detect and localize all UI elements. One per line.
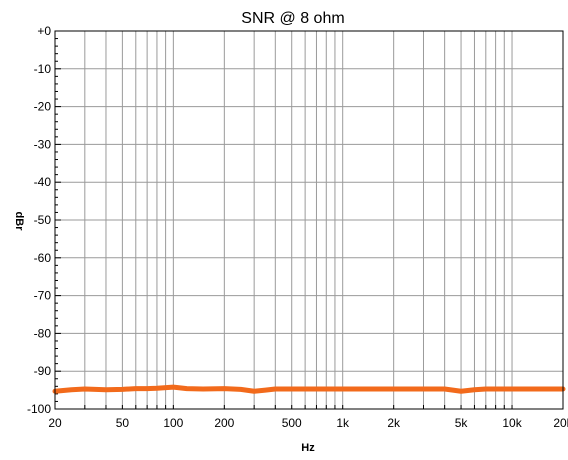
y-tick-label: +0 [37, 24, 51, 38]
y-tick-label: -100 [27, 402, 51, 416]
y-axis-title: dBr [13, 212, 25, 232]
plot-border [54, 30, 564, 410]
x-tick-label: 100 [163, 416, 183, 430]
snr-series-line [52, 384, 566, 394]
y-tick-label: -80 [34, 326, 52, 340]
x-tick-label: 50 [116, 416, 130, 430]
y-tick-label: -70 [34, 289, 52, 303]
series-layer [52, 384, 566, 394]
x-axis-title: Hz [301, 442, 315, 454]
y-tick-label: -50 [34, 213, 52, 227]
y-tick-label: -10 [34, 62, 52, 76]
x-tick-label: 20 [48, 416, 62, 430]
x-tick-label: 20k [553, 416, 568, 430]
chart-title: SNR @ 8 ohm [241, 10, 344, 27]
y-tick-label: -40 [34, 175, 52, 189]
y-tick-label: -60 [34, 251, 52, 265]
y-tick-label: -30 [34, 137, 52, 151]
x-tick-label: 10k [502, 416, 522, 430]
x-tick-label: 1k [336, 416, 350, 430]
x-tick-label: 5k [455, 416, 469, 430]
y-tick-label: -20 [34, 100, 52, 114]
x-tick-label: 2k [387, 416, 401, 430]
minor-tick-layer [54, 30, 564, 410]
grid-layer [55, 31, 563, 409]
y-tick-label: -90 [34, 364, 52, 378]
x-tick-label: 500 [282, 416, 302, 430]
x-tick-label: 200 [214, 416, 234, 430]
